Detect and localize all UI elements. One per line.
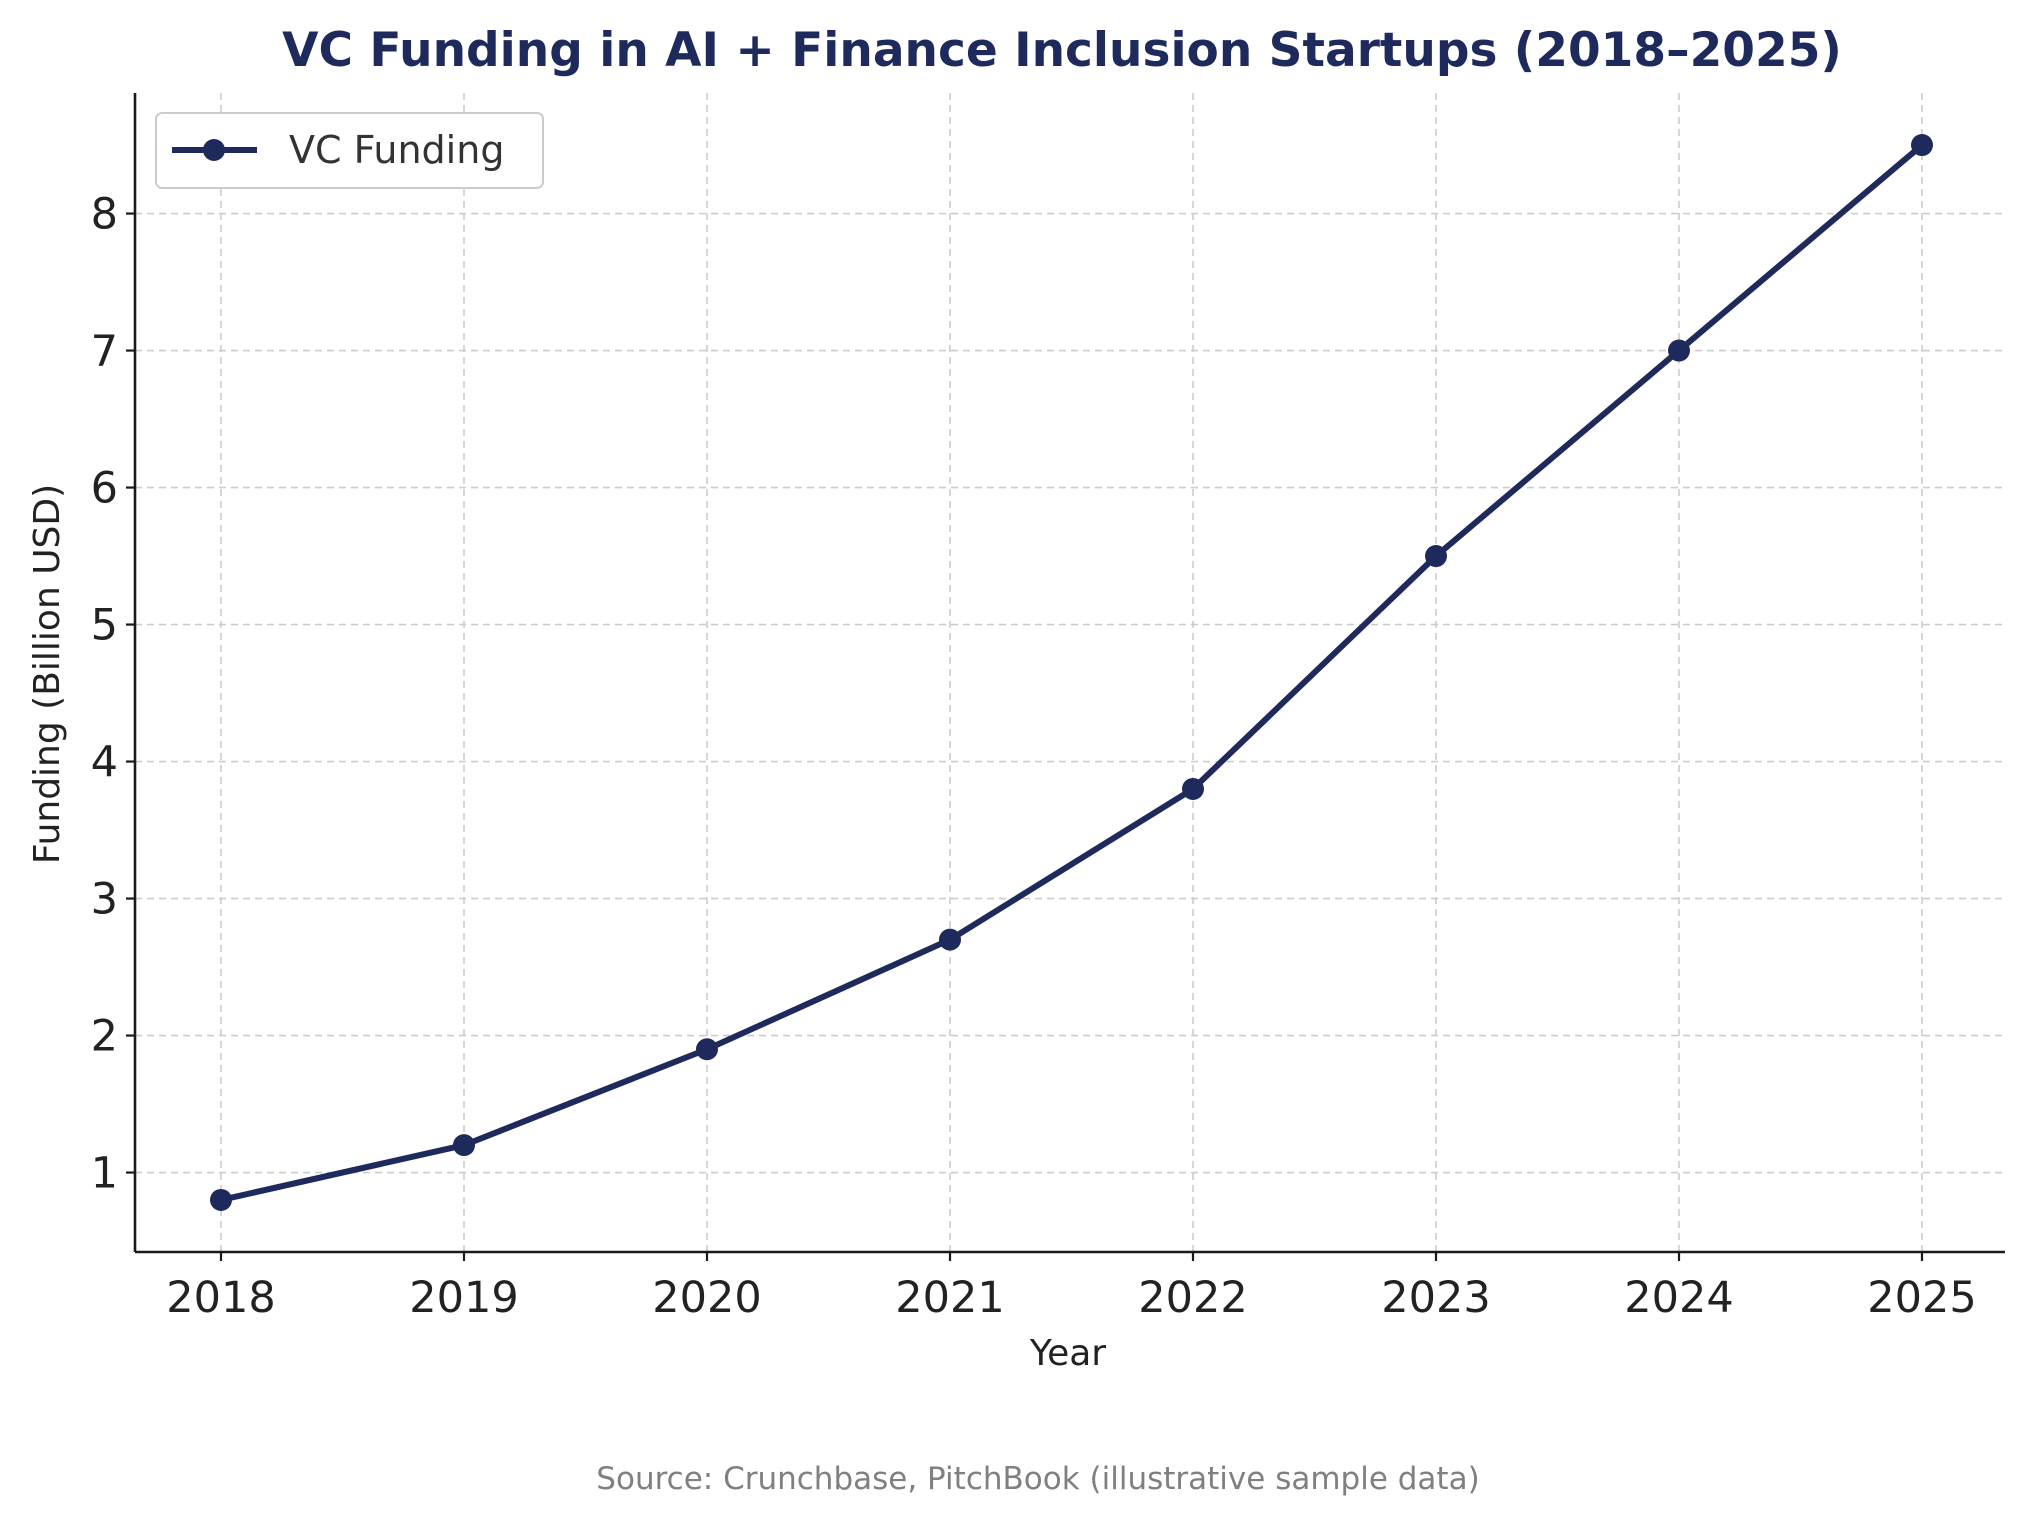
- x-tick-label-2022: 2022: [1138, 1273, 1247, 1323]
- data-point-2018: [210, 1188, 232, 1211]
- data-point-2019: [453, 1134, 475, 1157]
- legend: VC Funding: [155, 112, 544, 189]
- y-tick-label-5: 5: [91, 601, 118, 651]
- tick-labels: 2018 2019 2020 2021 2022 2023 2024 2025 1 2 3 4 5 6 7 8: [91, 190, 1977, 1323]
- y-tick-label-4: 4: [91, 738, 118, 788]
- y-tick-label-7: 7: [91, 327, 118, 377]
- data-point-2025: [1911, 134, 1933, 157]
- legend-label: VC Funding: [289, 128, 504, 172]
- data-point-2020: [696, 1038, 718, 1061]
- y-tick-label-2: 2: [91, 1012, 118, 1062]
- y-axis-label: Funding (Billion USD): [27, 484, 68, 864]
- series-vc-funding: [210, 134, 1933, 1211]
- x-tick-label-2020: 2020: [652, 1273, 761, 1323]
- x-axis-label: Year: [1029, 1333, 1106, 1374]
- y-tick-label-8: 8: [91, 190, 118, 240]
- legend-box: [155, 112, 544, 189]
- chart-title: VC Funding in AI + Finance Inclusion Sta…: [282, 23, 1842, 78]
- grid: [135, 93, 2005, 1252]
- x-tick-label-2021: 2021: [895, 1273, 1004, 1323]
- data-point-2022: [1182, 777, 1204, 800]
- y-tick-label-3: 3: [91, 875, 118, 925]
- y-tick-label-1: 1: [91, 1149, 118, 1199]
- data-point-2024: [1668, 339, 1690, 362]
- x-tick-label-2025: 2025: [1867, 1273, 1976, 1323]
- legend-point-marker: [203, 139, 225, 161]
- x-tick-label-2024: 2024: [1624, 1273, 1733, 1323]
- x-tick-label-2018: 2018: [166, 1273, 275, 1323]
- series-line: [218, 142, 1925, 1203]
- axes: [126, 93, 2005, 1261]
- x-tick-label-2019: 2019: [409, 1273, 518, 1323]
- y-tick-label-6: 6: [91, 464, 118, 514]
- data-point-2021: [939, 928, 961, 951]
- source-note: Source: Crunchbase, PitchBook (illustrat…: [596, 1461, 1479, 1497]
- x-tick-label-2023: 2023: [1381, 1273, 1490, 1323]
- data-point-2023: [1425, 545, 1447, 568]
